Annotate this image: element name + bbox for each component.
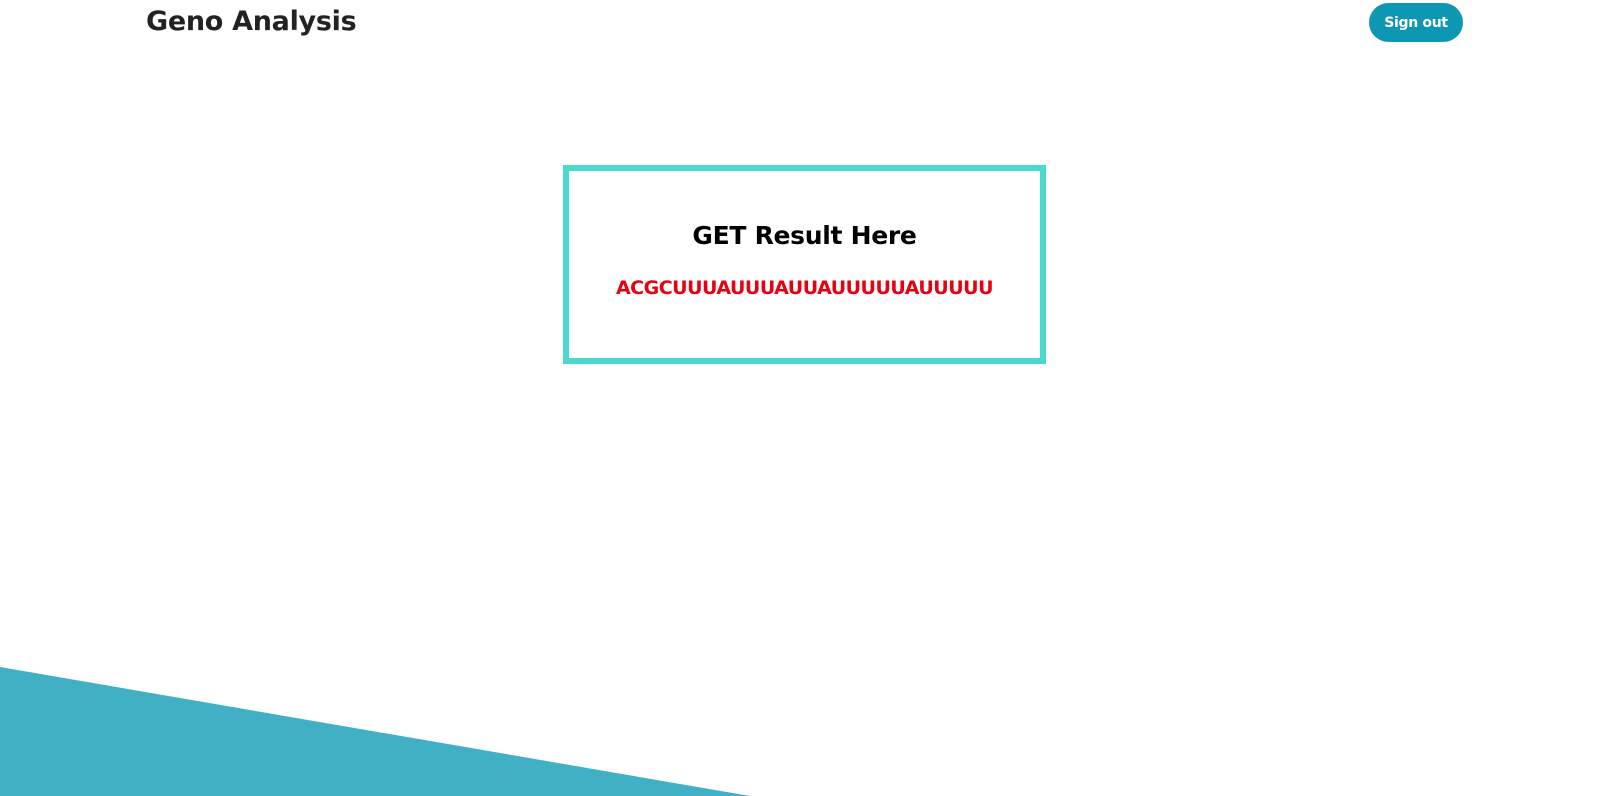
sign-out-button[interactable]: Sign out: [1369, 3, 1463, 42]
brand-title: Geno Analysis: [146, 6, 357, 37]
result-card: GET Result Here ACGCUUUAUUUAUUAUUUUUAUUU…: [563, 165, 1046, 364]
result-title: GET Result Here: [692, 221, 917, 250]
result-sequence: ACGCUUUAUUUAUUAUUUUUAUUUUU: [615, 277, 994, 299]
